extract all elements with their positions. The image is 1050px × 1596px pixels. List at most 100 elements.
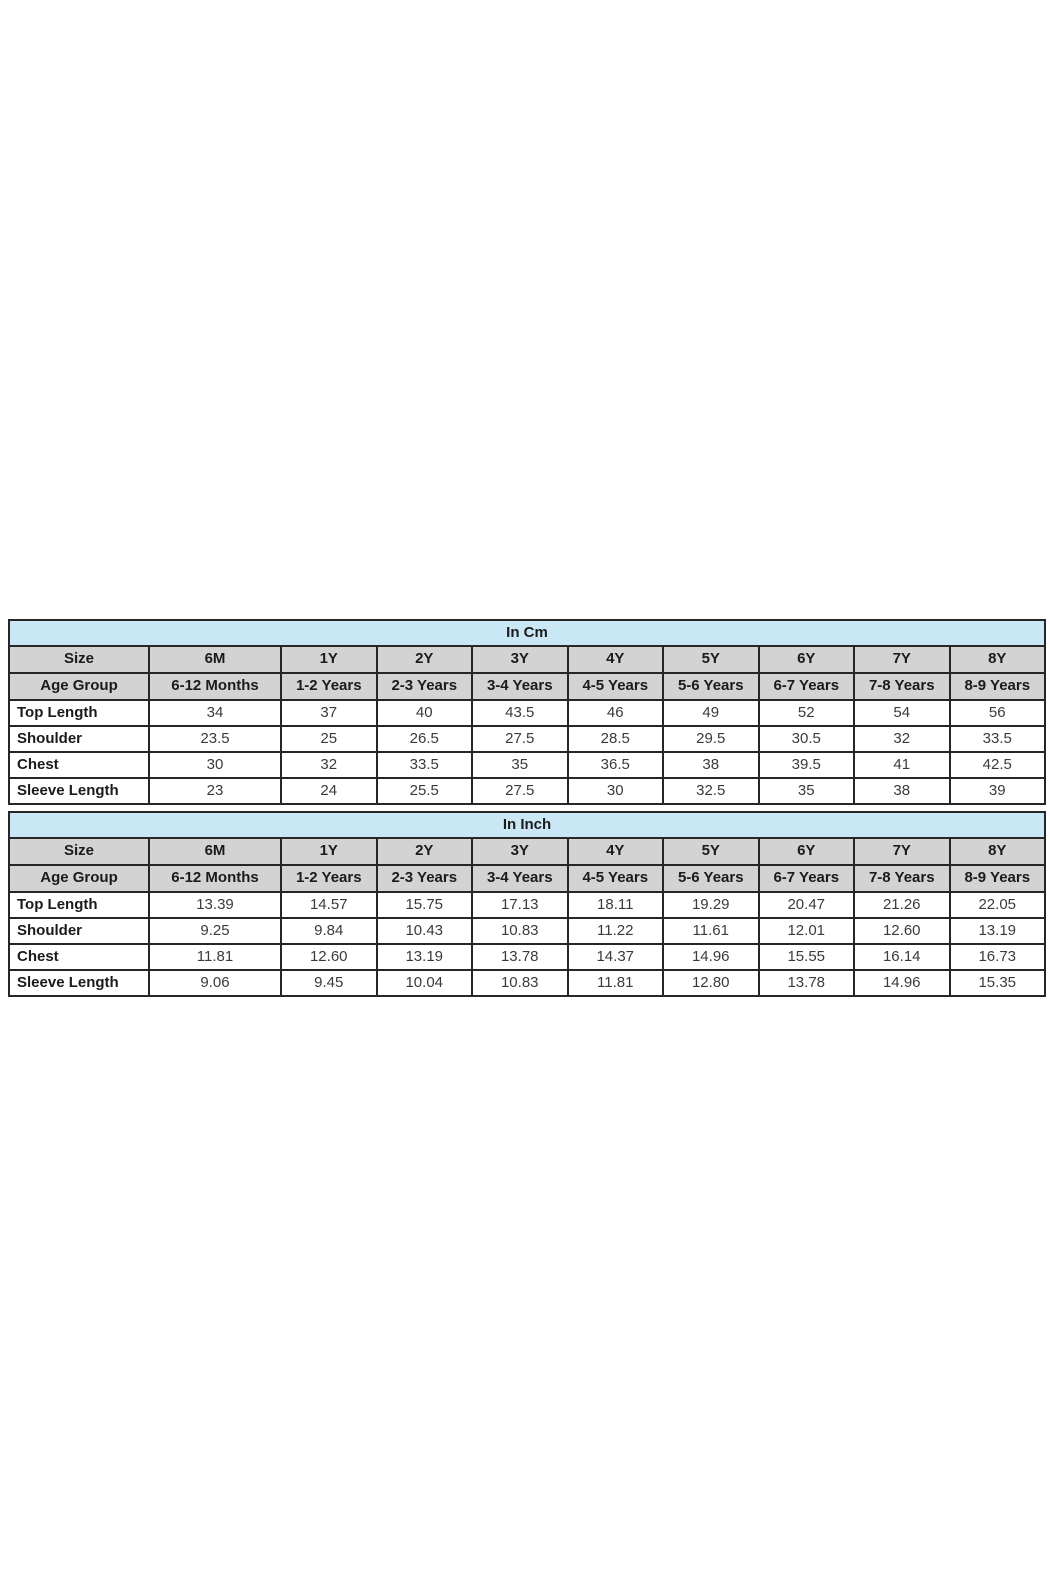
measurement-value: 32: [853, 725, 951, 753]
measurement-value: 16.73: [948, 943, 1046, 971]
measurement-label: Chest: [8, 751, 150, 779]
measurement-value: 35: [471, 751, 569, 779]
cm-table-body: In Cm Size 6M 1Y 2Y 3Y 4Y 5Y 6Y 7Y 8Y Age Group 6-1…: [8, 619, 1046, 805]
measurement-value: 11.61: [662, 917, 760, 945]
measurement-value: 9.25: [148, 917, 282, 945]
measurement-value: 35: [757, 777, 855, 805]
age-group-header-row: Age Group 6-12 Months 1-2 Years 2-3 Years 3-…: [8, 672, 1046, 701]
age-group-header-cell: 3-4 Years: [471, 672, 569, 701]
measurement-value: 10.43: [375, 917, 473, 945]
age-group-header-cell: 2-3 Years: [375, 672, 473, 701]
measurement-value: 14.57: [280, 891, 378, 919]
measurement-value: 29.5: [662, 725, 760, 753]
measurement-value: 11.81: [566, 969, 664, 997]
table-title: In Cm: [8, 619, 1046, 647]
measurement-value: 15.35: [948, 969, 1046, 997]
measurement-value: 23: [148, 777, 282, 805]
measurement-value: 11.22: [566, 917, 664, 945]
measurement-value: 9.84: [280, 917, 378, 945]
measurement-value: 38: [853, 777, 951, 805]
measurement-value: 32: [280, 751, 378, 779]
measurement-value: 46: [566, 699, 664, 727]
measurement-value: 54: [853, 699, 951, 727]
measurement-value: 33.5: [948, 725, 1046, 753]
measurement-value: 32.5: [662, 777, 760, 805]
age-group-header-cell: 5-6 Years: [662, 672, 760, 701]
age-group-row-label: Age Group: [8, 864, 150, 893]
measurement-value: 20.47: [757, 891, 855, 919]
measurement-value: 30: [566, 777, 664, 805]
measurement-value: 13.19: [375, 943, 473, 971]
measurement-value: 15.55: [757, 943, 855, 971]
measurement-value: 12.80: [662, 969, 760, 997]
measurement-row: Top Length 34 37 40 43.5 46 49 52 54 56: [8, 699, 1046, 727]
table-title-row: In Cm: [8, 619, 1046, 647]
size-header-cell: 1Y: [280, 837, 378, 866]
age-group-header-cell: 3-4 Years: [471, 864, 569, 893]
measurement-value: 13.39: [148, 891, 282, 919]
age-group-header-cell: 8-9 Years: [948, 672, 1046, 701]
size-header-cell: 3Y: [471, 645, 569, 674]
measurement-value: 18.11: [566, 891, 664, 919]
size-header-cell: 5Y: [662, 645, 760, 674]
size-header-cell: 4Y: [566, 645, 664, 674]
measurement-value: 13.78: [757, 969, 855, 997]
size-header-cell: 7Y: [853, 645, 951, 674]
measurement-label: Sleeve Length: [8, 777, 150, 805]
cm-table: In Cm Size 6M 1Y 2Y 3Y 4Y 5Y 6Y 7Y 8Y Age Group 6-1…: [8, 619, 1046, 805]
measurement-label: Chest: [8, 943, 150, 971]
measurement-row: Chest 11.81 12.60 13.19 13.78 14.37 14.96 15.55…: [8, 943, 1046, 971]
measurement-value: 33.5: [375, 751, 473, 779]
size-header-cell: 8Y: [948, 837, 1046, 866]
size-header-cell: 5Y: [662, 837, 760, 866]
age-group-header-cell: 1-2 Years: [280, 672, 378, 701]
measurement-value: 30.5: [757, 725, 855, 753]
measurement-value: 26.5: [375, 725, 473, 753]
size-header-cell: 7Y: [853, 837, 951, 866]
age-group-header-cell: 2-3 Years: [375, 864, 473, 893]
measurement-label: Shoulder: [8, 725, 150, 753]
measurement-value: 10.04: [375, 969, 473, 997]
size-header-cell: 6M: [148, 645, 282, 674]
measurement-value: 13.19: [948, 917, 1046, 945]
age-group-header-cell: 5-6 Years: [662, 864, 760, 893]
measurement-row: Top Length 13.39 14.57 15.75 17.13 18.11 19.29…: [8, 891, 1046, 919]
size-row-label: Size: [8, 837, 150, 866]
table-title-row: In Inch: [8, 811, 1046, 839]
measurement-value: 23.5: [148, 725, 282, 753]
measurement-value: 10.83: [471, 917, 569, 945]
measurement-value: 30: [148, 751, 282, 779]
measurement-value: 25.5: [375, 777, 473, 805]
size-table-cm: In Cm Size 6M 1Y 2Y 3Y 4Y 5Y 6Y 7Y 8Y Age Group 6-1…: [8, 619, 1046, 805]
measurement-value: 34: [148, 699, 282, 727]
measurement-value: 40: [375, 699, 473, 727]
measurement-value: 12.60: [280, 943, 378, 971]
measurement-row: Shoulder 9.25 9.84 10.43 10.83 11.22 11.61 12.0…: [8, 917, 1046, 945]
age-group-header-cell: 6-7 Years: [757, 672, 855, 701]
size-row-label: Size: [8, 645, 150, 674]
size-header-cell: 1Y: [280, 645, 378, 674]
measurement-value: 22.05: [948, 891, 1046, 919]
measurement-label: Top Length: [8, 891, 150, 919]
measurement-row: Sleeve Length 23 24 25.5 27.5 30 32.5 35 38 39: [8, 777, 1046, 805]
measurement-value: 17.13: [471, 891, 569, 919]
measurement-value: 52: [757, 699, 855, 727]
measurement-value: 56: [948, 699, 1046, 727]
measurement-value: 25: [280, 725, 378, 753]
measurement-row: Sleeve Length 9.06 9.45 10.04 10.83 11.81 12.8…: [8, 969, 1046, 997]
age-group-header-cell: 6-7 Years: [757, 864, 855, 893]
age-group-header-cell: 4-5 Years: [566, 672, 664, 701]
size-header-cell: 3Y: [471, 837, 569, 866]
measurement-value: 10.83: [471, 969, 569, 997]
table-title: In Inch: [8, 811, 1046, 839]
measurement-value: 12.60: [853, 917, 951, 945]
age-group-header-row: Age Group 6-12 Months 1-2 Years 2-3 Years 3-…: [8, 864, 1046, 893]
age-group-header-cell: 8-9 Years: [948, 864, 1046, 893]
inch-table: In Inch Size 6M 1Y 2Y 3Y 4Y 5Y 6Y 7Y 8Y Age Group 6…: [8, 811, 1046, 997]
size-header-cell: 2Y: [375, 837, 473, 866]
measurement-value: 9.45: [280, 969, 378, 997]
size-table-inch: In Inch Size 6M 1Y 2Y 3Y 4Y 5Y 6Y 7Y 8Y Age Group 6…: [8, 811, 1046, 997]
age-group-header-cell: 6-12 Months: [148, 864, 282, 893]
size-header-cell: 6Y: [757, 645, 855, 674]
measurement-value: 14.96: [662, 943, 760, 971]
